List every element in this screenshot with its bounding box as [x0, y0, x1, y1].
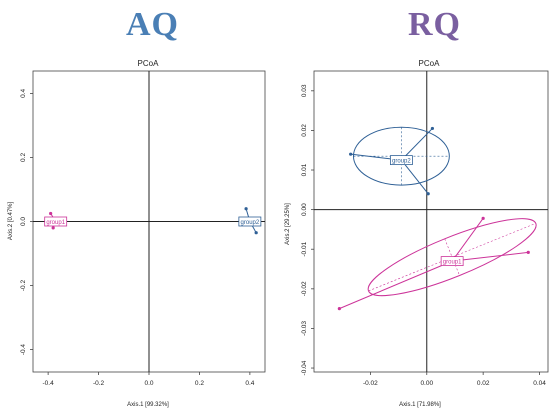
rq-group1-point — [526, 250, 530, 254]
rq-group2-spider-line — [401, 159, 429, 195]
rq-x-tick-label: 0.00 — [420, 380, 433, 387]
rq-x-axis-label: Axis.1 [71.98%] — [399, 402, 441, 408]
rq-group2-label-box — [389, 155, 413, 166]
aq-x-tick-label: 0.0 — [144, 380, 153, 387]
rq-pcoa-plot: PCoA Axis.1 [71.98%] Axis.2 [29.25%] -0.… — [285, 59, 549, 408]
rq-group1-minor-axis — [444, 238, 460, 276]
rq-group1-spider-line — [339, 260, 453, 310]
aq-group1-point — [49, 211, 53, 216]
rq-y-tick-label: -0.01 — [301, 241, 308, 256]
aq-y-tick-label: -0.4 — [20, 344, 27, 356]
aq-y-axis-label: Axis.2 [0.47%] — [8, 201, 14, 240]
aq-plot-title: PCoA — [138, 59, 160, 68]
aq-pcoa-plot: PCoA Axis.1 [99.32%] Axis.2 [0.47%] -0.4… — [8, 59, 266, 408]
aq-group2-point — [244, 207, 248, 211]
rq-x-tick-label: 0.04 — [533, 380, 546, 387]
aq-y-tick-label: 0.4 — [20, 89, 27, 98]
rq-y-tick-label: 0.01 — [301, 163, 308, 176]
rq-group1-label: group1 — [443, 260, 462, 266]
rq-y-axis-label: Axis.2 [29.25%] — [285, 203, 291, 245]
rq-y-tick-label: 0.02 — [301, 124, 308, 137]
rq-y-tick-label: -0.03 — [301, 321, 308, 336]
aq-x-tick-label: -0.2 — [93, 380, 105, 387]
rq-group1-point — [337, 307, 341, 311]
aq-group2-label: group2 — [241, 220, 260, 226]
rq-group2-point — [349, 152, 353, 156]
rq-y-tick-label: -0.02 — [301, 281, 308, 296]
aq-group1-label: group1 — [46, 220, 65, 226]
aq-group1-point — [51, 226, 55, 230]
aq-y-tick-label: 0.2 — [20, 153, 27, 162]
rq-group2-point — [426, 192, 430, 196]
rq-x-tick-label: 0.02 — [477, 380, 490, 387]
aq-x-tick-label: 0.4 — [245, 380, 254, 387]
rq-group1-label-box — [440, 256, 464, 267]
aq-x-axis-label: Axis.1 [99.32%] — [127, 402, 169, 408]
rq-group1-point — [481, 216, 485, 220]
rq-x-tick-label: -0.02 — [363, 380, 378, 387]
rq-plot-title: PCoA — [419, 59, 441, 68]
rq-y-tick-label: -0.04 — [301, 360, 308, 375]
aq-group2-label-box — [238, 216, 262, 227]
rq-title: RQ — [408, 6, 461, 43]
aq-group1-label-box — [44, 216, 68, 227]
rq-group1-spider-line — [451, 218, 484, 262]
aq-x-tick-label: 0.2 — [195, 380, 204, 387]
aq-x-tick-label: -0.4 — [43, 380, 55, 387]
rq-group2-spider-line — [401, 128, 433, 161]
aq-y-tick-label: -0.2 — [20, 280, 27, 292]
rq-group1-spider-line — [452, 251, 529, 262]
rq-plot-frame — [313, 70, 549, 373]
rq-y-tick-label: 0.00 — [301, 203, 308, 216]
rq-group2-point — [430, 126, 435, 131]
aq-title: AQ — [126, 6, 179, 43]
aq-y-tick-label: 0.0 — [20, 217, 27, 226]
aq-group2-point — [254, 231, 258, 235]
rq-y-tick-label: 0.03 — [301, 84, 308, 97]
rq-group2-label: group2 — [392, 159, 411, 165]
